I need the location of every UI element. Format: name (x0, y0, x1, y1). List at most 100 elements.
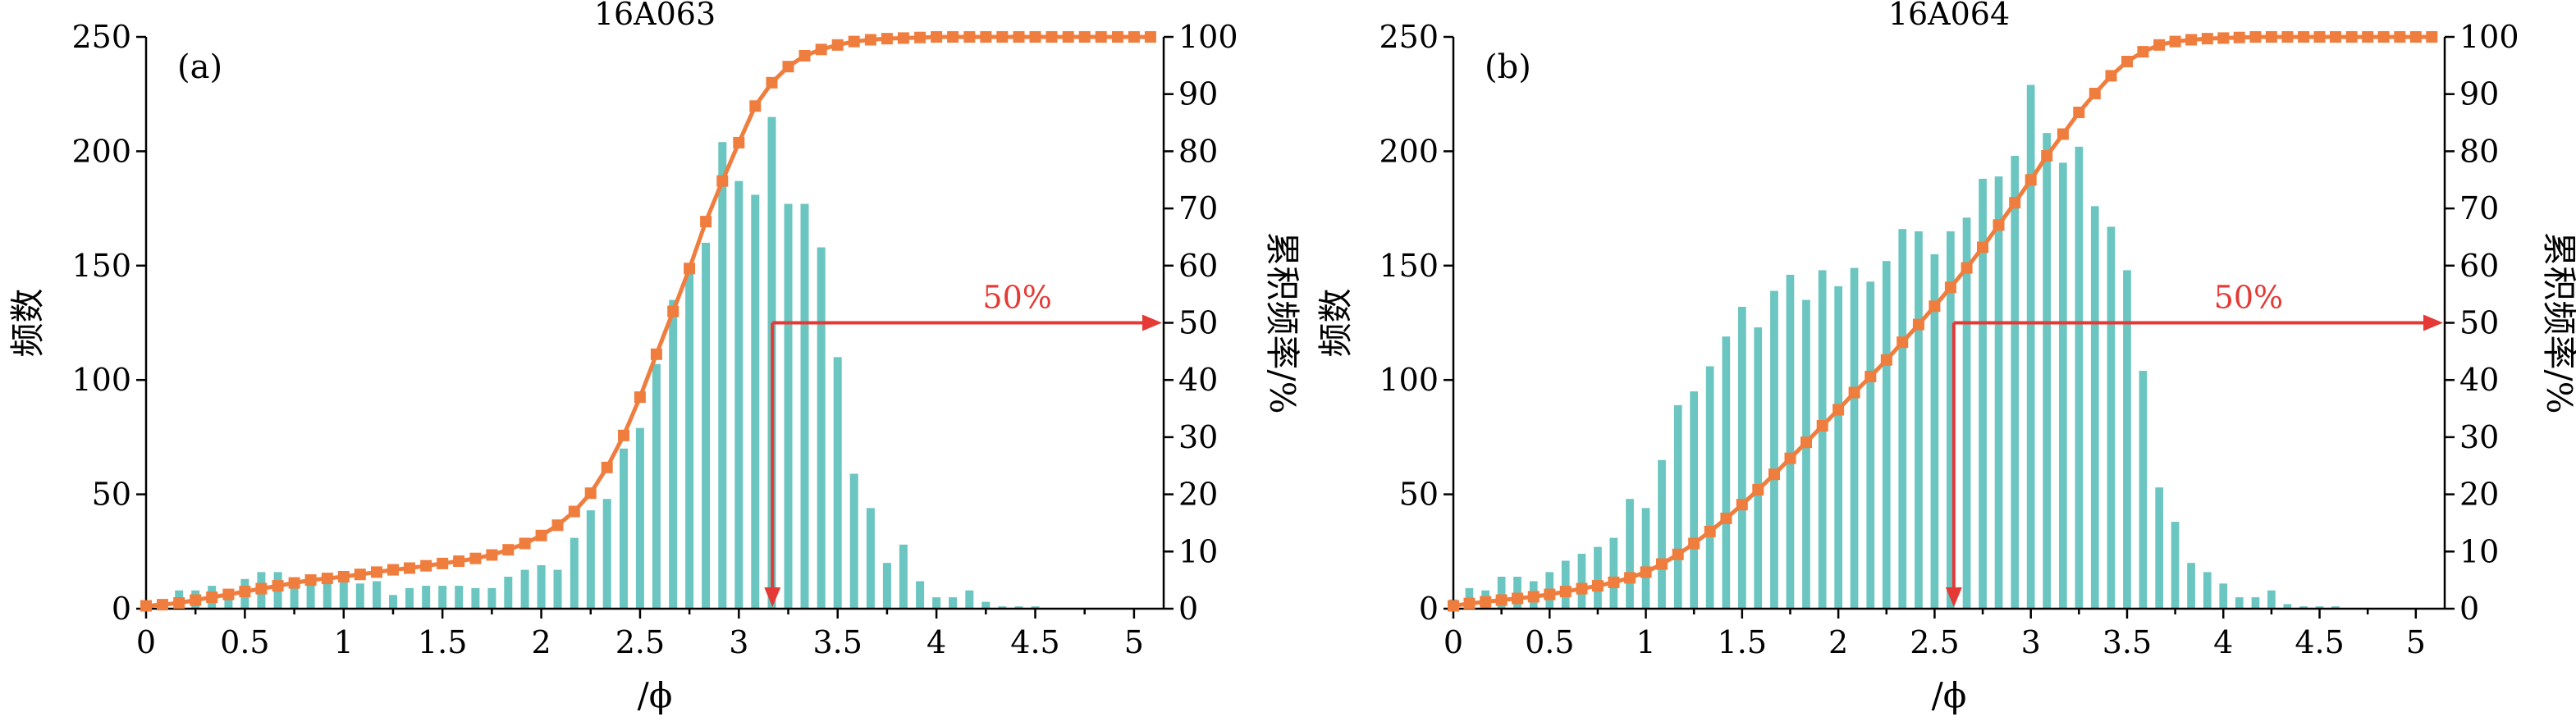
cumulative-point (535, 529, 547, 541)
frequency-bar (1786, 275, 1795, 609)
cumulative-point (1688, 537, 1700, 550)
frequency-bar (1882, 261, 1891, 609)
cumulative-point (684, 263, 696, 275)
y2-tick-label: 10 (1178, 533, 1218, 569)
cumulative-point (782, 61, 794, 73)
frequency-bar (2090, 206, 2099, 610)
cumulative-point (1448, 600, 1459, 612)
cumulative-point (980, 31, 992, 43)
frequency-bar (1561, 560, 1570, 609)
median-percent-label: 50% (982, 280, 1051, 316)
cumulative-point (1591, 580, 1604, 592)
y2-tick-label: 100 (2459, 19, 2519, 55)
cumulative-point (2249, 31, 2262, 43)
frequency-bar (998, 606, 1007, 609)
cumulative-point (173, 597, 185, 609)
cumulative-point (1013, 31, 1025, 43)
frequency-bar (817, 247, 826, 609)
frequency-bar (652, 363, 661, 609)
y2-tick-label: 0 (1178, 591, 1198, 627)
cumulative-point (1672, 548, 1684, 560)
frequency-bar (471, 587, 480, 609)
cumulative-point (288, 577, 300, 589)
frequency-bar (1979, 178, 1987, 609)
y2-tick-label: 30 (2459, 419, 2499, 455)
cumulative-point (2217, 32, 2230, 44)
y-tick-label: 250 (71, 19, 131, 55)
cumulative-point (1111, 31, 1123, 43)
frequency-bar (586, 510, 595, 609)
y2-axis-title: 累积频率/% (2539, 231, 2576, 413)
cumulative-point (831, 39, 844, 51)
frequency-bar (2043, 133, 2051, 610)
cumulative-point (206, 591, 218, 604)
frequency-bar (718, 142, 727, 609)
cumulative-point (1144, 31, 1156, 43)
y2-tick-label: 50 (2459, 305, 2499, 341)
cumulative-point (420, 559, 432, 572)
cumulative-point (2105, 70, 2117, 82)
frequency-bar (405, 587, 414, 609)
cumulative-point (2169, 35, 2181, 48)
frequency-bar (2011, 156, 2020, 609)
cumulative-point (864, 34, 876, 46)
cumulative-point (1736, 499, 1748, 511)
cumulative-point (1929, 300, 1941, 313)
x-tick-label: 1.5 (1718, 624, 1767, 660)
cumulative-point (1848, 386, 1860, 399)
frequency-bar (323, 578, 332, 609)
cumulative-point (1977, 241, 1988, 253)
y-tick-label: 250 (1379, 19, 1439, 55)
cumulative-point (2298, 31, 2310, 43)
cumulative-point (321, 573, 333, 585)
x-tick-label: 1 (334, 624, 354, 660)
x-tick-label: 4.5 (1010, 624, 1059, 660)
cumulative-point (1559, 586, 1572, 598)
frequency-bar (1818, 270, 1827, 609)
frequency-bar (487, 587, 496, 609)
frequency-bar (1626, 499, 1634, 609)
panel-label: (a) (177, 48, 222, 86)
cumulative-point (848, 35, 860, 48)
frequency-bar (800, 203, 809, 609)
cumulative-point (1944, 281, 1956, 294)
cumulative-point (1527, 591, 1540, 603)
cumulative-point (716, 175, 729, 187)
frequency-bar (504, 577, 513, 609)
frequency-bar (1673, 404, 1682, 609)
cumulative-point (453, 555, 465, 568)
y2-axis-title: 累积频率/% (1262, 231, 1302, 413)
cumulative-point (1495, 594, 1508, 606)
y-tick-label: 50 (1399, 477, 1439, 513)
frequency-bar (224, 597, 233, 609)
cumulative-point (1768, 468, 1780, 481)
cumulative-point (1029, 31, 1041, 43)
cumulative-point (2153, 39, 2166, 51)
x-tick-label: 3.5 (812, 624, 862, 660)
cumulative-point (1045, 31, 1058, 43)
frequency-bar (620, 448, 628, 609)
cumulative-point (2089, 88, 2101, 99)
cumulative-point (157, 599, 168, 611)
cumulative-point (2233, 31, 2245, 43)
frequency-bar (438, 586, 447, 609)
frequency-bar (455, 586, 464, 609)
x-tick-label: 4 (927, 624, 946, 660)
cumulative-point (2281, 31, 2294, 43)
cumulative-point (881, 33, 893, 45)
y-tick-label: 150 (1379, 248, 1439, 284)
x-tick-label: 3.5 (2102, 624, 2152, 660)
cumulative-point (2377, 31, 2390, 43)
frequency-bar (2219, 583, 2228, 609)
cumulative-point (1463, 597, 1476, 610)
cumulative-point (1752, 484, 1764, 495)
frequency-bar (1754, 327, 1763, 609)
y-tick-label: 150 (71, 248, 131, 284)
frequency-bar (784, 203, 793, 609)
frequency-bar (355, 583, 364, 609)
cumulative-point (996, 31, 1009, 43)
x-tick-label: 1 (1636, 624, 1655, 660)
cumulative-point (1608, 576, 1620, 588)
cumulative-point (1880, 354, 1892, 366)
